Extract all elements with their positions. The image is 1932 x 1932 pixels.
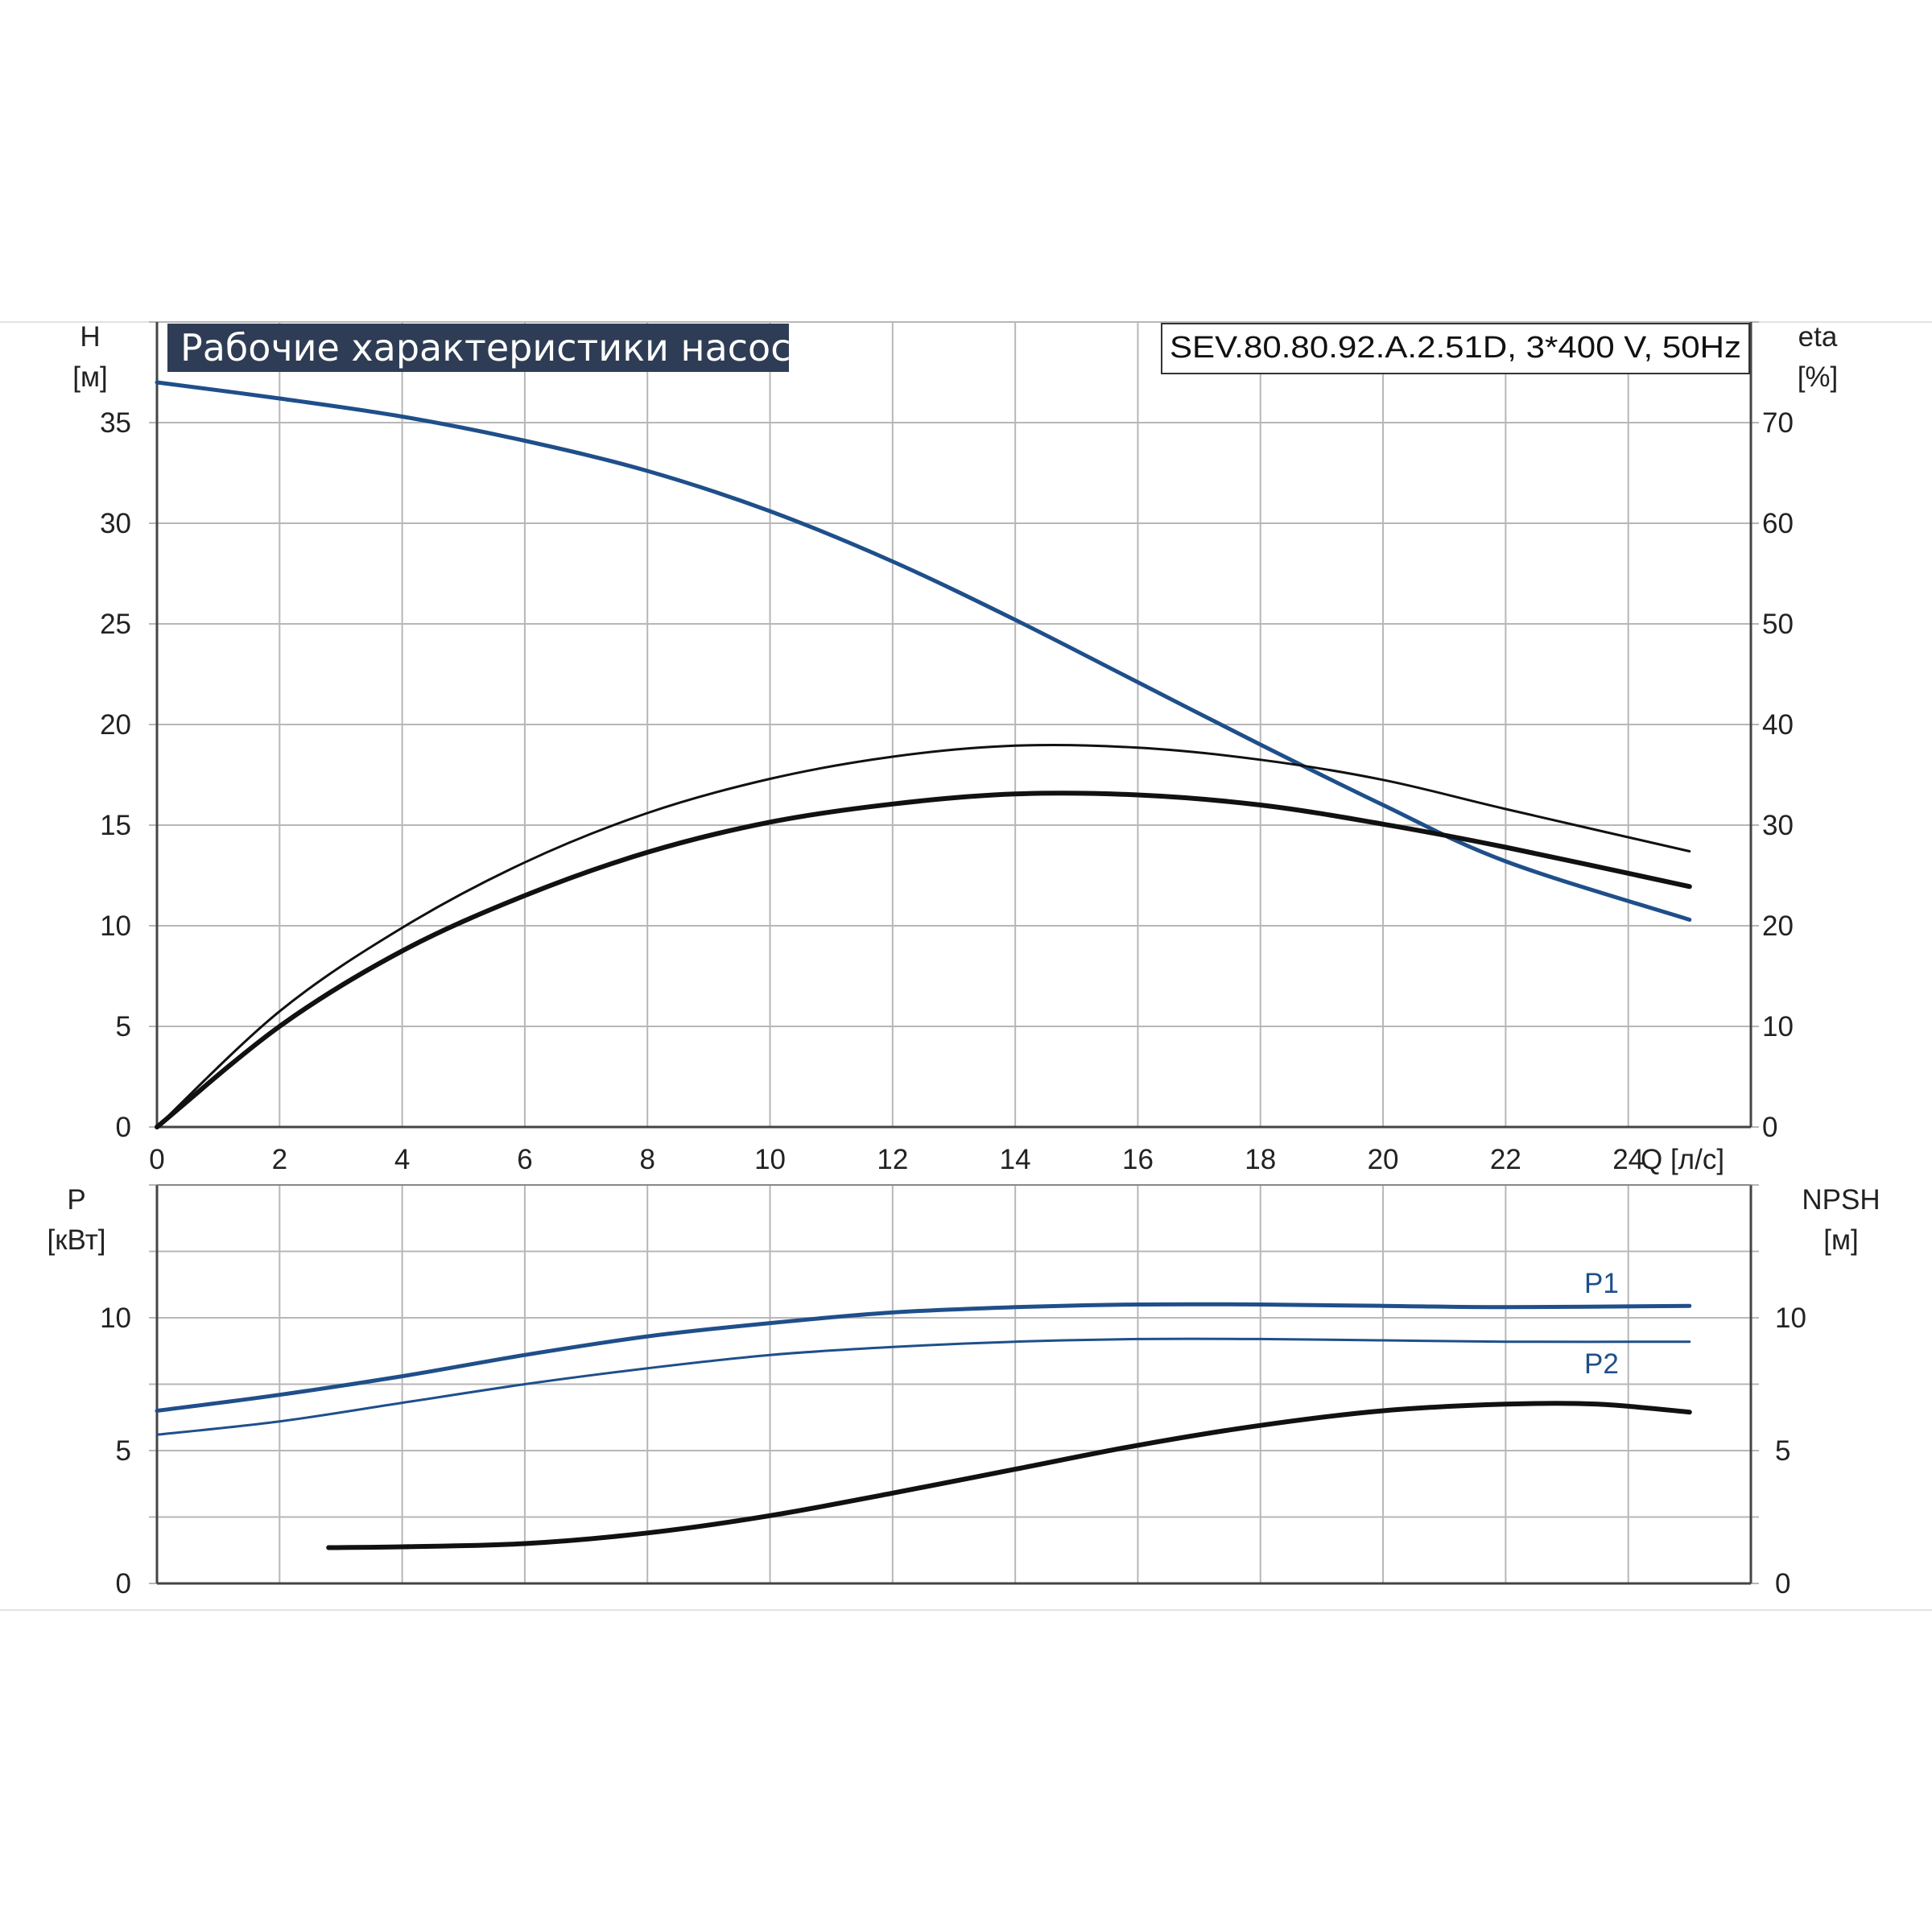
head-tick-label: 15 xyxy=(100,810,131,841)
head-tick-label: 35 xyxy=(100,407,131,439)
head-tick-label: 20 xyxy=(100,709,131,741)
efficiency-axis-label: eta xyxy=(1798,321,1838,353)
head-tick-label: 25 xyxy=(100,609,131,640)
model-label-text: SEV.80.80.92.A.2.51D, 3*400 V, 50Hz xyxy=(1170,331,1741,365)
flow-tick-label: 10 xyxy=(754,1144,786,1175)
flow-tick-label: 4 xyxy=(394,1144,410,1175)
power-axis-label: P xyxy=(67,1184,85,1216)
efficiency-curve-pump xyxy=(155,743,1691,1129)
head-efficiency-curves xyxy=(155,380,1692,1129)
p1-curve-label: P1 xyxy=(1584,1268,1619,1299)
efficiency-tick-label: 30 xyxy=(1762,810,1794,841)
head-efficiency-grid xyxy=(149,321,1759,1129)
efficiency-curve-total xyxy=(155,791,1692,1129)
flow-tick-label: 2 xyxy=(272,1144,287,1175)
npsh-axis-label: NPSH xyxy=(1802,1184,1880,1216)
flow-tick-label: 20 xyxy=(1368,1144,1399,1175)
power-npsh-grid xyxy=(149,1184,1759,1585)
flow-tick-label: 6 xyxy=(517,1144,532,1175)
efficiency-tick-label: 50 xyxy=(1762,609,1794,640)
npsh-tick-label: 0 xyxy=(1775,1568,1790,1600)
efficiency-tick-label: 10 xyxy=(1762,1011,1794,1042)
head-tick-label: 10 xyxy=(100,910,131,942)
npsh-tick-label: 10 xyxy=(1775,1302,1806,1334)
power-tick-label: 10 xyxy=(100,1302,131,1334)
flow-tick-label: 14 xyxy=(1000,1144,1031,1175)
efficiency-tick-label: 70 xyxy=(1762,407,1794,439)
head-axis-label: H xyxy=(80,321,100,353)
head-tick-label: 30 xyxy=(100,508,131,539)
p2-curve-label: P2 xyxy=(1584,1348,1619,1380)
efficiency-tick-label: 60 xyxy=(1762,508,1794,539)
model-label: SEV.80.80.92.A.2.51D, 3*400 V, 50Hz xyxy=(1161,323,1750,374)
head-curve xyxy=(155,380,1692,922)
npsh-tick-label: 5 xyxy=(1775,1435,1790,1467)
npsh-axis-unit: [м] xyxy=(1823,1224,1859,1256)
flow-tick-label: 8 xyxy=(639,1144,654,1175)
flow-tick-label: 22 xyxy=(1490,1144,1521,1175)
efficiency-tick-label: 40 xyxy=(1762,709,1794,741)
head-tick-label: 5 xyxy=(116,1011,131,1042)
efficiency-tick-label: 0 xyxy=(1762,1112,1777,1143)
power-tick-label: 0 xyxy=(116,1568,131,1600)
chart-title: Рабочие характеристики насоса xyxy=(167,324,814,372)
npsh-curve xyxy=(326,1401,1692,1550)
flow-tick-label: 24 xyxy=(1612,1144,1644,1175)
flow-tick-label: 12 xyxy=(877,1144,908,1175)
efficiency-tick-label: 20 xyxy=(1762,910,1794,942)
power-npsh-curves xyxy=(155,1302,1692,1550)
flow-tick-label: 0 xyxy=(149,1144,164,1175)
head-tick-label: 0 xyxy=(116,1112,131,1143)
efficiency-axis-unit: [%] xyxy=(1798,361,1839,393)
flow-axis-label: Q [л/с] xyxy=(1641,1144,1724,1175)
flow-tick-label: 18 xyxy=(1245,1144,1276,1175)
chart-title-text: Рабочие характеристики насоса xyxy=(180,326,814,369)
power-npsh-tick-labels: 0 5 10 0 5 10 xyxy=(100,1302,1806,1600)
power-axis-unit: [кВт] xyxy=(47,1224,106,1256)
p1-power-curve xyxy=(155,1302,1692,1413)
p2-power-curve xyxy=(155,1337,1691,1436)
flow-tick-label: 16 xyxy=(1122,1144,1154,1175)
head-axis-unit: [м] xyxy=(72,361,108,393)
power-tick-label: 5 xyxy=(116,1435,131,1467)
